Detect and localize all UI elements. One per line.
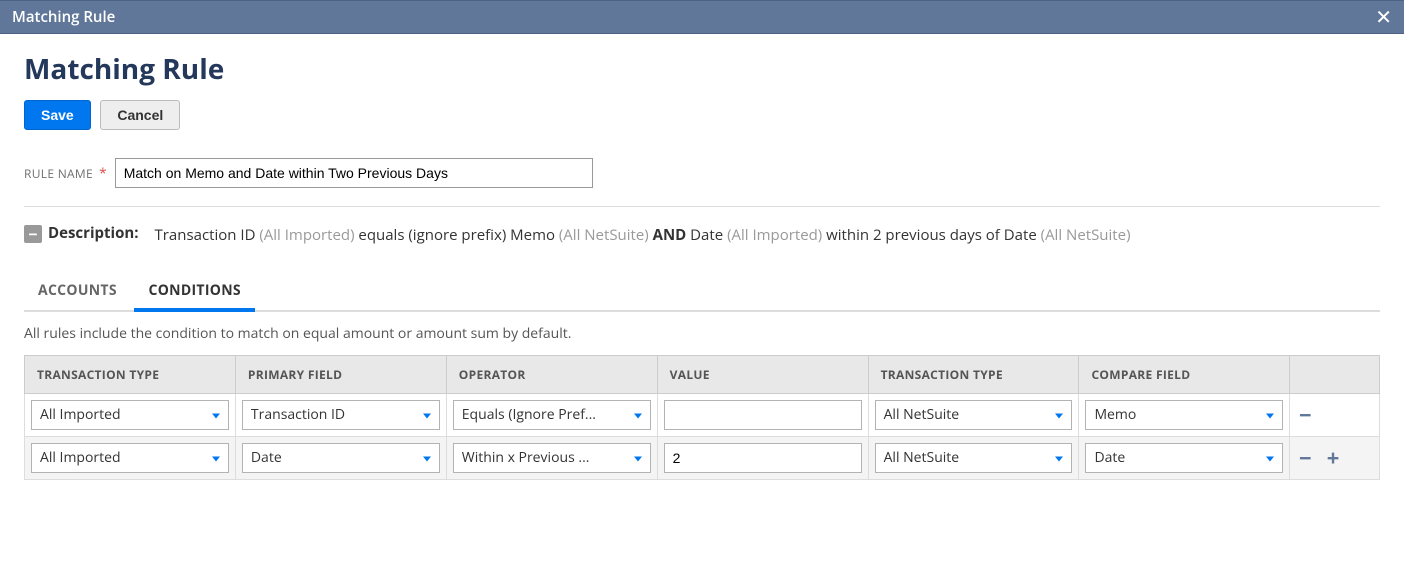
primary-field-select[interactable]: Transaction ID	[242, 400, 440, 430]
button-row: Save Cancel	[24, 100, 1380, 130]
col-transaction-type-2: TRANSACTION TYPE	[868, 355, 1079, 393]
divider	[24, 206, 1380, 207]
tab-conditions[interactable]: CONDITIONS	[134, 275, 254, 312]
modal-body: Matching Rule Save Cancel RULE NAME * − …	[0, 34, 1404, 504]
operator-select[interactable]: Within x Previous ...	[453, 443, 651, 473]
col-transaction-type: TRANSACTION TYPE	[25, 355, 236, 393]
remove-row-icon[interactable]: −	[1296, 404, 1314, 426]
primary-field-select[interactable]: Date	[242, 443, 440, 473]
rule-name-input[interactable]	[115, 158, 593, 188]
save-button[interactable]: Save	[24, 100, 91, 130]
col-actions	[1290, 355, 1380, 393]
compare-field-select[interactable]: Memo	[1085, 400, 1283, 430]
desc-part: Transaction ID	[155, 225, 260, 245]
desc-part: equals (ignore prefix) Memo	[358, 225, 558, 245]
remove-row-icon[interactable]: −	[1296, 447, 1314, 469]
value-input[interactable]	[664, 400, 862, 430]
col-compare-field: COMPARE FIELD	[1079, 355, 1290, 393]
table-row: All Imported Date Within x Previous ... …	[25, 436, 1380, 479]
transaction-type-select[interactable]: All Imported	[31, 400, 229, 430]
cancel-button[interactable]: Cancel	[100, 100, 180, 130]
close-icon[interactable]: ✕	[1375, 7, 1392, 27]
tabs: ACCOUNTS CONDITIONS	[24, 273, 1380, 312]
modal-title: Matching Rule	[12, 7, 115, 27]
add-row-icon[interactable]: +	[1324, 447, 1342, 469]
col-value: VALUE	[657, 355, 868, 393]
col-primary-field: PRIMARY FIELD	[235, 355, 446, 393]
desc-part-muted: (All Imported)	[727, 225, 826, 245]
transaction-type-2-select[interactable]: All NetSuite	[875, 443, 1073, 473]
transaction-type-select[interactable]: All Imported	[31, 443, 229, 473]
desc-part: within 2 previous days of Date	[826, 225, 1041, 245]
description-row: − Description: Transaction ID (All Impor…	[24, 223, 1380, 249]
conditions-note: All rules include the condition to match…	[24, 324, 1380, 343]
operator-select[interactable]: Equals (Ignore Pref...	[453, 400, 651, 430]
transaction-type-2-select[interactable]: All NetSuite	[875, 400, 1073, 430]
tab-accounts[interactable]: ACCOUNTS	[24, 275, 131, 312]
desc-part-muted: (All Imported)	[259, 225, 358, 245]
compare-field-select[interactable]: Date	[1085, 443, 1283, 473]
rule-name-field: RULE NAME *	[24, 158, 1380, 188]
required-indicator: *	[99, 164, 107, 183]
modal-header: Matching Rule ✕	[0, 0, 1404, 34]
conditions-table: TRANSACTION TYPE PRIMARY FIELD OPERATOR …	[24, 355, 1380, 480]
description-text: Transaction ID (All Imported) equals (ig…	[155, 223, 1131, 249]
desc-part-strong: AND	[653, 225, 687, 245]
value-input[interactable]	[664, 443, 862, 473]
page-title: Matching Rule	[24, 50, 1380, 88]
collapse-icon[interactable]: −	[24, 225, 42, 243]
desc-part-muted: (All NetSuite)	[1041, 225, 1131, 245]
description-label: Description:	[48, 223, 139, 243]
desc-part-muted: (All NetSuite)	[559, 225, 653, 245]
table-row: All Imported Transaction ID Equals (Igno…	[25, 393, 1380, 436]
desc-part: Date	[686, 225, 727, 245]
col-operator: OPERATOR	[446, 355, 657, 393]
rule-name-label: RULE NAME	[24, 165, 93, 182]
